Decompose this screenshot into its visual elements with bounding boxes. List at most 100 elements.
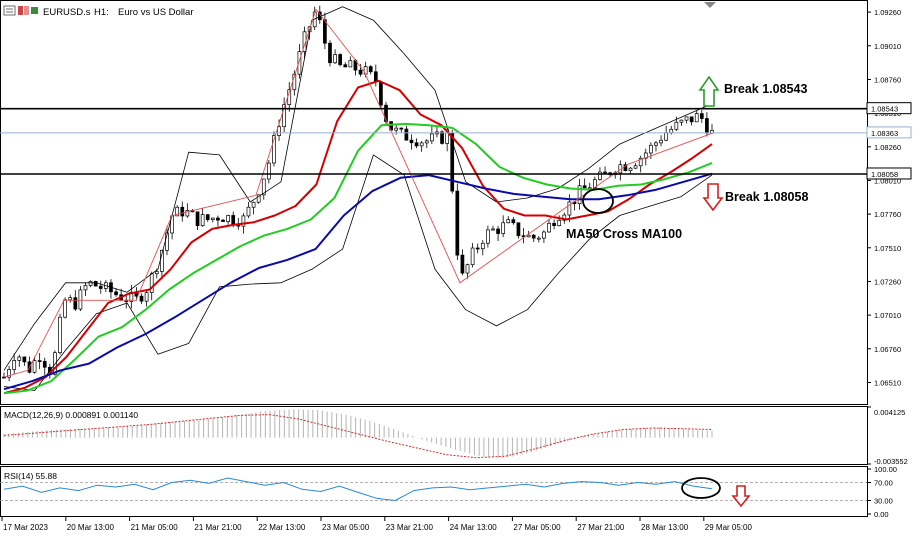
macd-series	[3, 409, 713, 459]
bollinger-bands	[3, 6, 713, 391]
candle-body	[328, 42, 332, 64]
candle-body	[516, 222, 521, 237]
candle-body	[78, 289, 83, 310]
candle-body	[633, 165, 638, 169]
candle-body	[251, 201, 256, 208]
candle-body	[404, 128, 409, 141]
candle-body	[358, 69, 363, 75]
candle-body	[216, 217, 220, 221]
candle-body	[430, 133, 434, 142]
break-down-label: Break 1.08058	[725, 190, 808, 204]
time-tick-label: 21 Mar 21:00	[194, 523, 242, 532]
candle-body	[180, 206, 185, 217]
candle-body	[409, 139, 414, 144]
candle-body	[175, 206, 180, 217]
candle-body	[694, 113, 699, 123]
zigzag-line	[3, 8, 713, 378]
candle-body	[338, 54, 343, 66]
time-tick-label: 27 Mar 05:00	[513, 523, 561, 532]
candle-body	[267, 162, 271, 180]
chart-header: EURUSD.s H1: Euro vs US Dollar	[3, 2, 716, 18]
break-up-label: Break 1.08543	[724, 82, 807, 96]
candle-body	[460, 254, 465, 274]
candle-body	[88, 281, 93, 286]
candle-body	[231, 215, 236, 225]
candle-body	[598, 171, 602, 180]
candle-body	[511, 219, 516, 224]
candle-body	[659, 139, 663, 144]
level-tag-label: 1.08543	[871, 105, 898, 114]
candle-body	[649, 144, 653, 154]
candle-body	[394, 127, 399, 131]
price-tick-label: 1.08760	[874, 75, 901, 84]
candle-body	[679, 119, 684, 123]
candle-body	[465, 264, 470, 274]
candle-body	[73, 297, 78, 310]
level-tag-label: 1.08058	[871, 170, 898, 179]
candle-body	[414, 142, 419, 147]
arrow-down-icon	[702, 183, 724, 212]
price-tick-label: 1.08010	[874, 176, 901, 185]
candle-body	[154, 271, 159, 275]
menu-icon[interactable]	[3, 5, 16, 16]
time-tick-label: 21 Mar 05:00	[131, 523, 179, 532]
candle-body	[12, 360, 17, 370]
candle-body	[399, 127, 404, 130]
candle-body	[68, 297, 73, 301]
rsi-tick-label: 70.00	[874, 479, 893, 488]
candle-body	[699, 113, 704, 119]
scroll-marker-icon[interactable]	[704, 2, 716, 8]
candle-body	[577, 185, 582, 205]
candle-body	[277, 126, 281, 136]
price-tick-label: 1.09260	[874, 8, 901, 17]
candle-body	[486, 229, 490, 244]
candle-body	[547, 222, 551, 233]
candle-body	[542, 231, 546, 239]
candle-body	[139, 295, 144, 302]
candle-body	[664, 132, 669, 141]
candle-body	[638, 157, 643, 167]
price-tick-label: 1.06760	[874, 345, 901, 354]
candle-body	[424, 140, 429, 144]
price-tick-label: 1.07010	[874, 311, 901, 320]
macd-tick-label: -0.003552	[874, 457, 908, 466]
candle-body	[470, 247, 475, 266]
candle-body	[272, 135, 276, 164]
macd-tick-label: 0.004125	[874, 408, 905, 417]
rsi-axis: 100.00 70.00 30.00 0.00	[867, 465, 897, 519]
moving-average-line	[3, 172, 713, 391]
time-tick-label: 23 Mar 21:00	[386, 523, 434, 532]
rsi-highlight-circle	[681, 477, 721, 499]
rsi-tick-label: 100.00	[874, 465, 897, 474]
candle-body	[42, 360, 47, 368]
current-price-tag	[866, 126, 912, 139]
zigzag-indicator	[3, 8, 713, 378]
candle-body	[83, 285, 88, 291]
candle-body	[480, 242, 485, 250]
rsi-panel	[0, 466, 868, 517]
candle-body	[343, 64, 348, 68]
candle-body	[144, 292, 149, 302]
candle-body	[582, 185, 587, 189]
candle-body	[22, 356, 27, 363]
candle-body	[628, 167, 633, 172]
candle-body	[256, 194, 261, 203]
arrow-up-icon	[698, 75, 720, 107]
candle-body	[531, 234, 536, 239]
candle-body	[58, 316, 62, 354]
macd-title: MACD(12,26,9) 0.000891 0.001140	[4, 410, 138, 420]
price-tick-label: 1.08260	[874, 143, 901, 152]
candle-body	[501, 222, 506, 234]
rsi-tick-label: 0.00	[874, 510, 889, 519]
timeframe-label: H1:	[94, 7, 109, 18]
candle-body	[491, 228, 495, 231]
candle-body	[226, 215, 230, 222]
candle-body	[552, 222, 556, 226]
candle-body	[379, 81, 383, 106]
candle-body	[705, 118, 709, 134]
candle-body	[603, 171, 607, 174]
candle-body	[261, 178, 266, 196]
price-panel	[0, 0, 868, 405]
macd-panel	[0, 406, 868, 465]
price-tick-label: 1.09010	[874, 42, 901, 51]
